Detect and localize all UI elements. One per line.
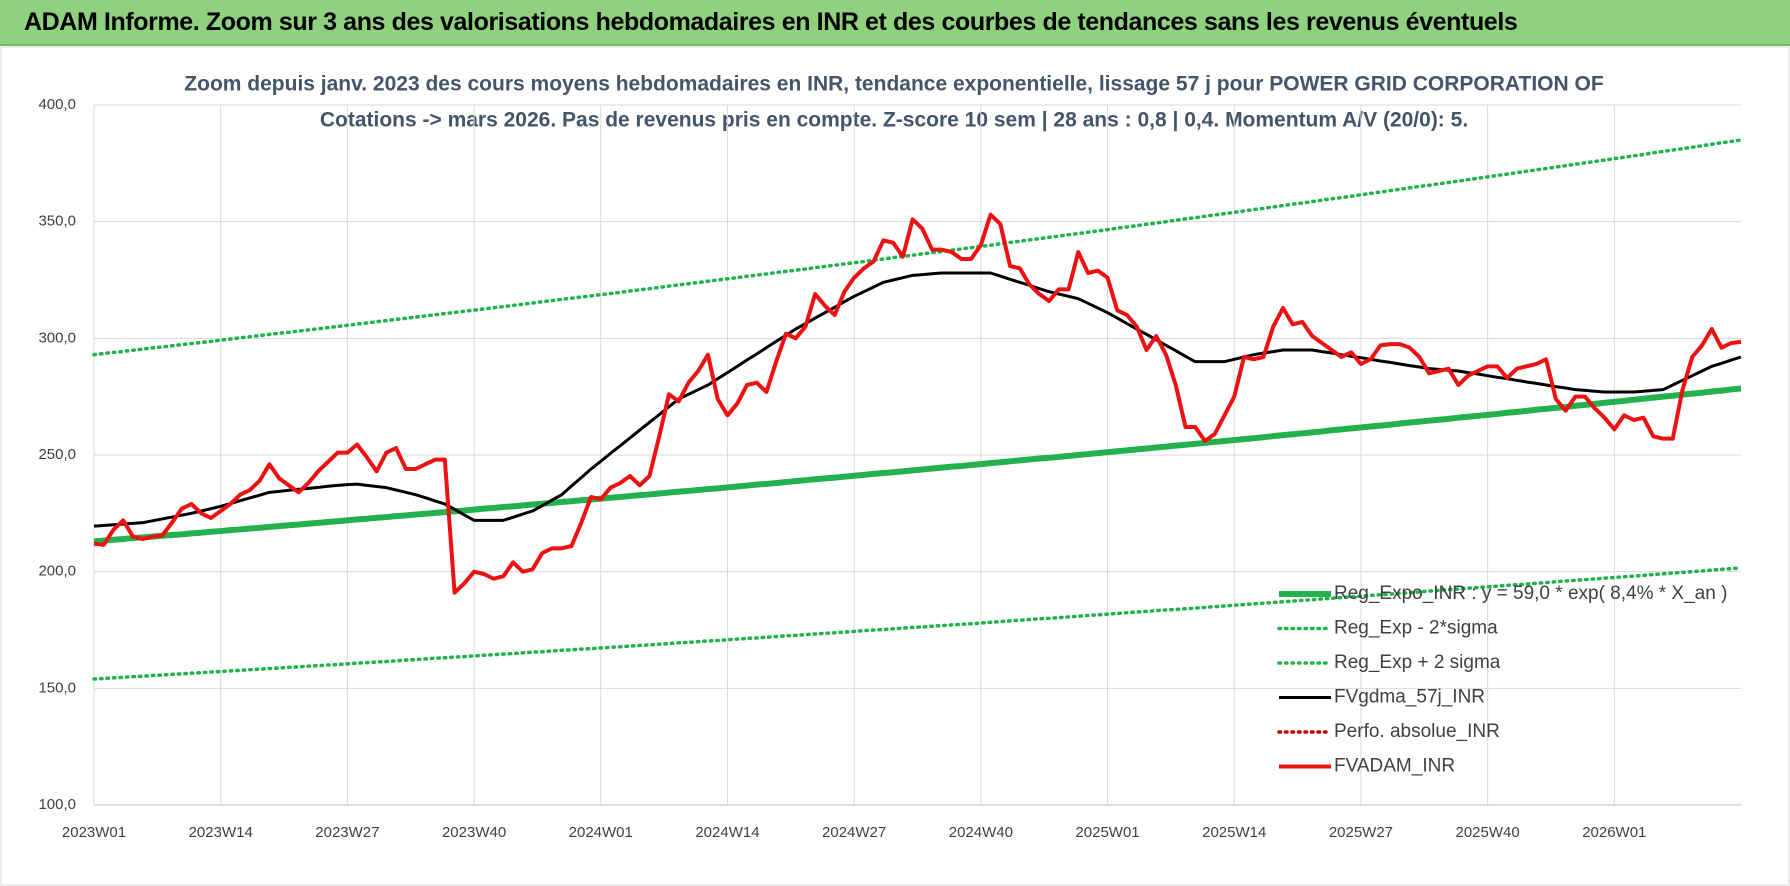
x-tick-label: 2025W27 — [1329, 824, 1393, 841]
series-line — [93, 212, 1742, 595]
legend-label: FVgdma_57j_INR — [1334, 687, 1485, 708]
y-tick-label: 150,0 — [38, 679, 76, 696]
x-tick-label: 2025W40 — [1456, 824, 1520, 841]
legend-label: Reg_Expo_INR : y = 59,0 * exp( 8,4% * X_… — [1334, 583, 1727, 604]
legend-label: FVADAM_INR — [1334, 756, 1455, 777]
legend-label: Perfo. absolue_INR — [1334, 721, 1500, 742]
x-tick-label: 2026W01 — [1582, 824, 1646, 841]
x-tick-label: 2023W14 — [189, 824, 253, 841]
series-line — [92, 138, 1743, 357]
y-tick-label: 250,0 — [38, 446, 76, 463]
legend-label: Reg_Exp - 2*sigma — [1334, 618, 1498, 639]
y-tick-label: 300,0 — [38, 329, 76, 346]
chart-frame — [0, 46, 1790, 886]
x-tick-label: 2025W01 — [1075, 824, 1139, 841]
chart: Zoom depuis janv. 2023 des cours moyens … — [0, 46, 1790, 886]
x-tick-label: 2024W27 — [822, 824, 886, 841]
y-tick-label: 100,0 — [38, 796, 76, 813]
x-tick-label: 2023W01 — [62, 824, 126, 841]
x-tick-label: 2024W01 — [569, 824, 633, 841]
chart-title: Zoom depuis janv. 2023 des cours moyens … — [184, 73, 1604, 96]
x-tick-label: 2024W40 — [949, 824, 1013, 841]
series-line — [93, 385, 1742, 545]
series-line — [93, 271, 1742, 528]
x-tick-label: 2023W40 — [442, 824, 506, 841]
x-tick-label: 2024W14 — [695, 824, 759, 841]
x-tick-label: 2025W14 — [1202, 824, 1266, 841]
y-tick-label: 350,0 — [38, 213, 76, 230]
y-tick-label: 200,0 — [38, 563, 76, 580]
y-tick-label: 400,0 — [38, 96, 76, 113]
header-title: ADAM Informe. Zoom sur 3 ans des valoris… — [24, 8, 1518, 36]
chart-subtitle: Cotations -> mars 2026. Pas de revenus p… — [320, 109, 1468, 132]
series-line — [92, 566, 1743, 681]
header-bar: ADAM Informe. Zoom sur 3 ans des valoris… — [0, 0, 1790, 46]
legend-label: Reg_Exp + 2 sigma — [1334, 652, 1501, 673]
x-tick-label: 2023W27 — [315, 824, 379, 841]
